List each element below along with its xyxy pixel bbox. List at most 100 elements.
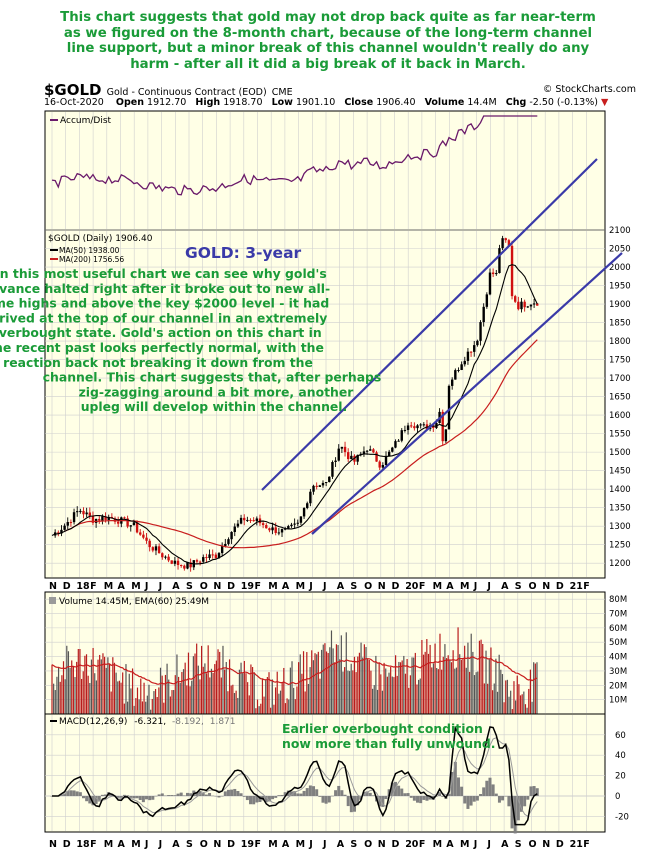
macd-hist-bar — [318, 796, 322, 797]
price-candle — [107, 516, 110, 520]
macd-hist-bar — [132, 796, 136, 799]
x-tick-label: M — [460, 581, 469, 592]
price-candle — [321, 482, 325, 486]
price-candle — [334, 460, 337, 463]
x-tick-label: D — [392, 839, 400, 850]
macd-hist-bar — [535, 788, 539, 796]
x-tick-label: F — [255, 839, 262, 850]
price-annotation-line: upleg will develop within the channel. — [81, 399, 348, 414]
macd-histogram — [50, 761, 539, 834]
header-source[interactable]: © StockCharts.com — [542, 84, 636, 95]
price-candle — [403, 429, 407, 431]
price-candle — [318, 485, 322, 487]
x-tick-label: D — [227, 581, 235, 592]
x-axis-bottom: N D 18 F M A M J J A S O N D 19 F M A M J J A S O N D 20 F M A M J J A S O N… — [49, 839, 590, 850]
price-candle — [265, 525, 268, 529]
macd-hist-bar — [409, 796, 413, 798]
macd-hist-bar — [277, 795, 281, 796]
price-candle — [356, 454, 359, 462]
low-label: Low — [271, 97, 293, 108]
x-tick-label: J — [473, 839, 478, 850]
macd-legend-hist: 1.871 — [210, 717, 236, 727]
macd-hist-bar — [330, 795, 334, 797]
macd-line — [52, 725, 538, 826]
macd-hist-bar — [453, 761, 457, 796]
x-tick-label: A — [446, 839, 454, 850]
price-candle — [76, 511, 79, 513]
price-candle — [145, 537, 148, 541]
price-candle — [243, 517, 246, 521]
macd-tick-label: 60 — [615, 731, 626, 741]
macd-hist-bar — [220, 795, 224, 797]
x-tick-label: J — [144, 581, 149, 592]
macd-hist-bar — [378, 796, 382, 807]
x-tick-label: M — [268, 581, 277, 592]
macd-hist-bar — [447, 793, 451, 796]
macd-hist-bar — [271, 796, 275, 800]
x-tick-label: M — [460, 839, 469, 850]
price-candle — [139, 532, 142, 535]
price-candle — [161, 553, 164, 558]
macd-hist-bar — [456, 777, 460, 796]
macd-hist-bar — [428, 796, 432, 800]
price-candle — [315, 485, 318, 487]
macd-hist-bar — [422, 796, 426, 800]
volume-legend: Volume 14.45M, EMA(60) 25.49M — [59, 597, 209, 607]
price-tick-label: 1250 — [609, 541, 631, 551]
x-tick-label: N — [542, 839, 550, 850]
price-candle — [249, 519, 252, 521]
price-candle — [189, 562, 192, 568]
price-candle — [224, 543, 227, 547]
price-title: GOLD: 3-year — [185, 244, 302, 262]
price-candle — [233, 526, 236, 533]
price-candle — [205, 557, 208, 559]
chg-label: Chg — [505, 97, 527, 108]
accum-dist-line — [51, 115, 538, 196]
price-tick-label: 1400 — [609, 485, 631, 495]
macd-hist-bar — [198, 791, 202, 796]
macd-hist-bar — [138, 796, 142, 800]
x-tick-label: A — [337, 839, 345, 850]
price-candle — [280, 529, 284, 533]
macd-hist-bar — [532, 786, 536, 796]
macd-hist-bar — [305, 788, 309, 796]
x-tick-label: A — [501, 581, 509, 592]
x-tick-label: 21 — [570, 839, 583, 850]
macd-hist-bar — [141, 796, 145, 803]
price-candle — [406, 425, 410, 430]
macd-hist-bar — [450, 771, 454, 796]
macd-hist-bar — [233, 788, 237, 796]
macd-hist-bar — [91, 796, 95, 806]
price-candle — [372, 449, 375, 453]
price-tick-label: 1900 — [609, 300, 631, 310]
price-candle — [283, 528, 287, 530]
x-tick-label: J — [144, 839, 149, 850]
macd-hist-bar — [258, 796, 262, 802]
x-tick-label: J — [486, 581, 491, 592]
price-candle — [454, 370, 457, 380]
macd-hist-bar — [368, 792, 372, 796]
price-candle — [457, 369, 460, 371]
macd-hist-bar — [308, 785, 312, 796]
macd-hist-bar — [516, 796, 520, 821]
header-date: 16-Oct-2020 — [44, 97, 104, 108]
price-candle — [98, 518, 101, 521]
price-candle — [72, 512, 76, 523]
top-annotation: This chart suggests that gold may not dr… — [60, 10, 596, 72]
macd-hist-bar — [274, 796, 278, 798]
x-tick-label: 18 — [76, 839, 90, 850]
macd-hist-bar — [529, 786, 533, 796]
x-tick-label: 19 — [241, 581, 254, 592]
price-candle — [211, 554, 214, 556]
price-candle — [375, 452, 378, 462]
price-candle — [167, 556, 170, 561]
macd-hist-bar — [182, 795, 186, 796]
x-tick-label: S — [186, 581, 193, 592]
x-tick-label: A — [446, 581, 454, 592]
price-candle — [529, 304, 533, 307]
price-candle — [85, 512, 88, 515]
price-candle — [198, 561, 202, 563]
accum-label: Accum/Dist — [60, 116, 112, 126]
price-candle — [202, 557, 205, 562]
price-tick-label: 1650 — [609, 393, 631, 403]
